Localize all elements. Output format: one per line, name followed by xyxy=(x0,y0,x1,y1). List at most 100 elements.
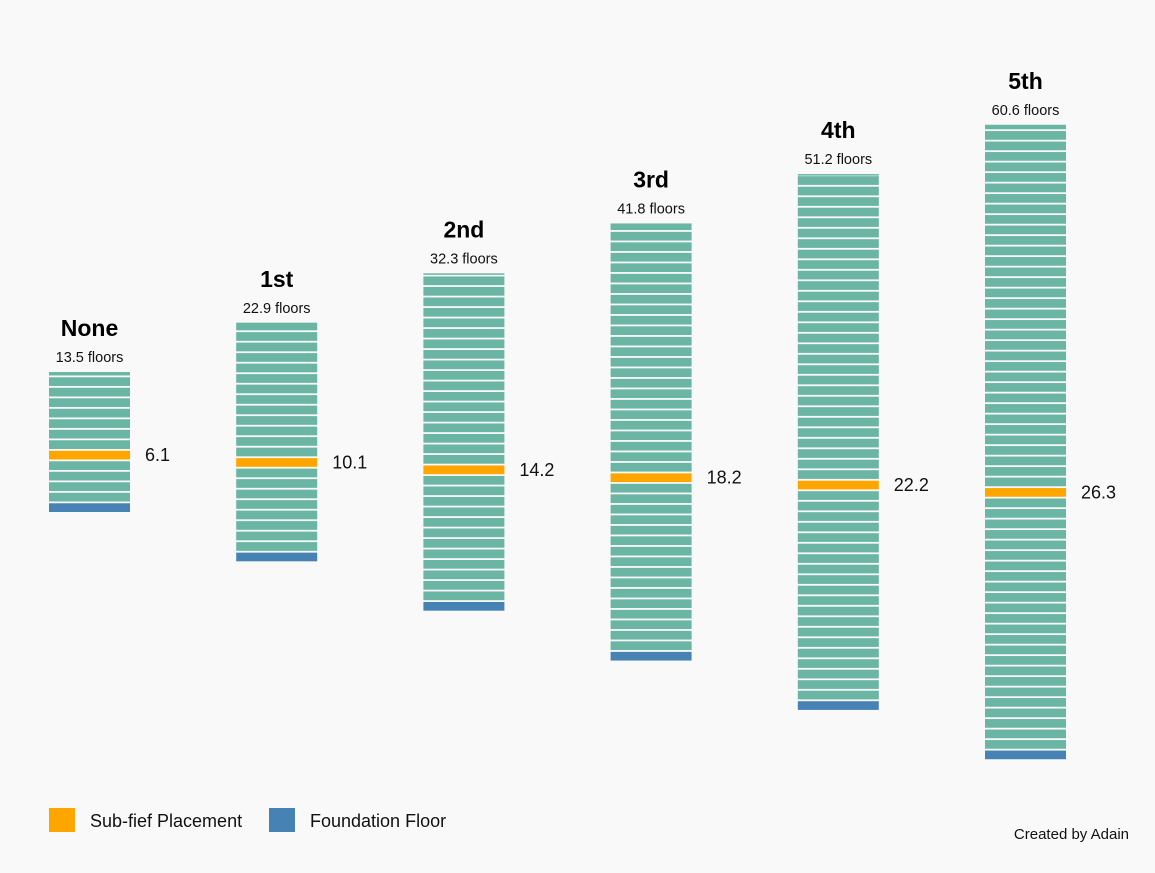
floor-segment xyxy=(797,186,879,196)
floor-segment xyxy=(423,538,505,548)
floor-segment xyxy=(49,419,130,428)
floor-segment xyxy=(423,454,505,464)
floor-segment xyxy=(236,416,318,425)
column-title: 2nd xyxy=(443,216,484,242)
floor-segment xyxy=(985,383,1066,392)
column-title: 4th xyxy=(821,117,856,143)
floor-segment xyxy=(610,273,692,283)
floor-segment xyxy=(423,549,505,559)
floor-segment xyxy=(610,431,692,441)
floor-segment-partial xyxy=(797,174,879,176)
floor-segment xyxy=(985,404,1066,413)
floor-segment xyxy=(610,567,692,577)
floor-segment xyxy=(610,609,692,619)
floor-segment xyxy=(985,173,1066,182)
floor-segment xyxy=(610,284,692,294)
floor-segment xyxy=(610,368,692,378)
floor-segment xyxy=(985,467,1066,476)
floor-segment xyxy=(797,491,879,500)
floor-segment xyxy=(797,197,879,206)
column-floors-label: 51.2 floors xyxy=(804,152,872,168)
floor-segment xyxy=(985,320,1066,329)
floor-segment xyxy=(985,729,1066,739)
floor-segment xyxy=(985,194,1066,203)
floor-segment xyxy=(610,252,692,262)
floor-segment xyxy=(985,341,1066,350)
floor-segment xyxy=(610,347,692,357)
column-4th: 51.2 floors 4th 22.2 xyxy=(797,117,929,710)
floor-segment xyxy=(985,687,1066,697)
floor-segment xyxy=(797,354,879,364)
foundation-floor xyxy=(985,750,1066,760)
floor-segment xyxy=(797,218,879,227)
floor-segment xyxy=(985,582,1066,592)
floor-segment xyxy=(797,512,879,521)
floor-segment xyxy=(49,429,130,439)
floor-segment xyxy=(985,204,1066,214)
floor-segment xyxy=(985,614,1066,623)
column-floors-label: 60.6 floors xyxy=(992,103,1060,119)
floor-segment xyxy=(985,635,1066,644)
floor-segment xyxy=(797,417,879,427)
floor-segment xyxy=(423,297,505,307)
floor-segment xyxy=(985,456,1066,466)
floor-segment xyxy=(797,648,879,658)
floor-segment xyxy=(797,669,879,679)
floor-segment xyxy=(610,641,692,651)
floor-segment xyxy=(797,617,879,626)
floor-segment xyxy=(797,365,879,374)
floor-segment xyxy=(236,342,318,352)
floor-segment xyxy=(797,407,879,416)
floor-segment xyxy=(236,437,318,446)
floor-segment xyxy=(423,475,505,485)
floor-segment xyxy=(423,559,505,569)
floor-segment xyxy=(236,332,318,341)
floor-segment xyxy=(985,645,1066,655)
floor-segment xyxy=(610,336,692,346)
foundation-floor xyxy=(236,552,318,562)
column-title: 3rd xyxy=(633,167,669,193)
column-title: 5th xyxy=(1008,68,1043,94)
floor-segment xyxy=(423,486,505,496)
foundation-floor xyxy=(797,701,879,710)
floor-segment xyxy=(985,393,1066,403)
sub-fief-placement-floor xyxy=(985,488,1066,497)
floor-segment xyxy=(423,423,505,433)
floor-segment xyxy=(49,398,130,407)
foundation-floor xyxy=(423,601,505,611)
floor-segment xyxy=(985,519,1066,529)
legend-swatch-foundation-floor xyxy=(269,808,295,832)
floor-segment xyxy=(797,533,879,542)
floor-segment xyxy=(610,515,692,525)
placement-value-label: 22.2 xyxy=(894,475,929,495)
floor-segment xyxy=(985,278,1066,287)
floor-segment xyxy=(797,543,879,553)
floor-segment xyxy=(423,286,505,296)
sub-fief-placement-floor xyxy=(610,473,692,483)
floor-segment xyxy=(985,708,1066,718)
floor-segment xyxy=(423,360,505,370)
floor-segment xyxy=(797,207,879,217)
floor-segment xyxy=(610,557,692,567)
floor-segment xyxy=(797,323,879,332)
floor-segment xyxy=(49,461,130,470)
floor-segment xyxy=(985,131,1066,140)
floor-segment xyxy=(985,677,1066,686)
floor-segment xyxy=(797,375,879,385)
floor-segment xyxy=(985,719,1066,728)
floor-segment xyxy=(423,349,505,359)
floor-segment xyxy=(423,507,505,517)
floor-segment xyxy=(985,593,1066,602)
placement-value-label: 18.2 xyxy=(707,468,742,488)
legend-swatch-sub-fief-placement xyxy=(49,808,75,832)
floor-segment xyxy=(985,435,1066,445)
floor-segment xyxy=(985,656,1066,665)
floor-segment xyxy=(985,509,1066,518)
floor-segment xyxy=(985,309,1066,319)
floor-segment xyxy=(797,680,879,689)
floor-segment xyxy=(797,260,879,269)
floor-segment xyxy=(797,522,879,532)
floor-segment xyxy=(423,528,505,538)
floor-segment xyxy=(985,572,1066,581)
floor-segment xyxy=(610,483,692,493)
